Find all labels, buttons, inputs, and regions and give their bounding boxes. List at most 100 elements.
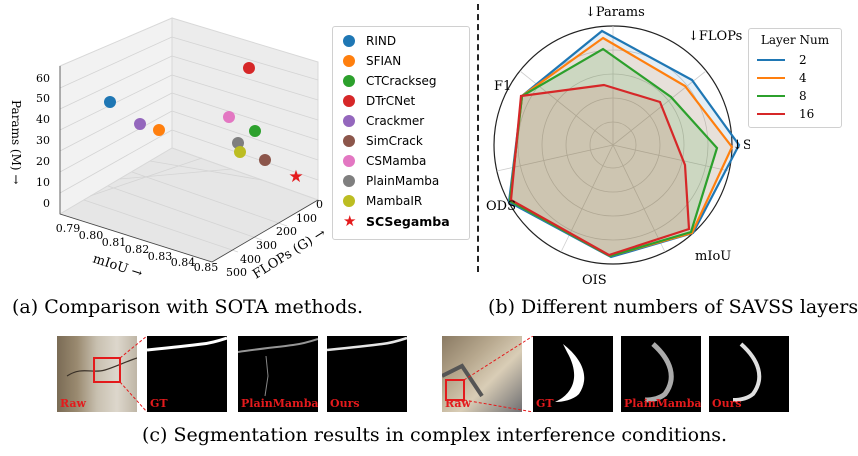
legend-label: PlainMamba	[366, 174, 440, 188]
z-tick: 30	[36, 134, 50, 147]
image-plainmamba-right: PlainMamba	[621, 336, 701, 412]
legend-item: Crackmer	[343, 111, 424, 131]
point-csmamba	[223, 111, 235, 123]
x-tick: 0.85	[194, 261, 219, 274]
thumb-label: Ours	[712, 397, 742, 410]
point-sfian	[153, 124, 165, 136]
thumb-label: GT	[536, 397, 554, 410]
y-tick: 300	[256, 239, 277, 252]
legend-line-icon	[757, 113, 785, 115]
x-tick: 0.80	[79, 229, 104, 242]
x-tick: 0.82	[125, 243, 150, 256]
thumb-label: GT	[150, 397, 168, 410]
caption-a: (a) Comparison with SOTA methods.	[12, 296, 364, 318]
y-tick: 200	[276, 225, 297, 238]
zoom-lines-right	[464, 336, 534, 412]
legend-marker-icon	[343, 195, 355, 207]
legend-marker-icon	[343, 75, 355, 87]
radar-series	[507, 29, 741, 259]
legend-item: PlainMamba	[343, 171, 439, 191]
thumb-label: Ours	[330, 397, 360, 410]
caption-b: (b) Different numbers of SAVSS layers.	[488, 296, 858, 318]
legend-marker-icon	[343, 175, 355, 187]
axis-label-f1: F1	[494, 79, 511, 94]
grid-lines	[59, 36, 319, 253]
thumb-label: PlainMamba	[624, 397, 701, 410]
legend-label: SCSegamba	[366, 213, 450, 229]
x-tick-labels: 0.79 0.80 0.81 0.82 0.83 0.84 0.85	[56, 222, 219, 274]
point-mambair	[234, 146, 246, 158]
legend-item: RIND	[343, 31, 396, 51]
legend-item: 4	[757, 69, 807, 87]
radar-chart: ↓Params ↓FLOPs ↓Size mIoU OIS ODS F1	[486, 5, 750, 288]
legend-label: 16	[799, 107, 815, 121]
scatter-points: ★	[104, 62, 304, 187]
legend-marker-icon	[343, 95, 355, 107]
legend-title: Layer Num	[760, 33, 830, 47]
x-tick: 0.83	[148, 250, 173, 263]
legend-marker-icon	[343, 115, 355, 127]
axis-label-size: ↓Size	[732, 138, 750, 153]
x-tick: 0.84	[171, 256, 196, 269]
legend-label: SFIAN	[366, 54, 402, 68]
legend-item: MambaIR	[343, 191, 422, 211]
scatter-legend: RIND SFIAN CTCrackseg DTrCNet Crackmer S…	[332, 26, 470, 240]
legend-item: DTrCNet	[343, 91, 415, 111]
legend-label: 2	[799, 53, 807, 67]
point-rind	[104, 96, 116, 108]
point-plainmamba	[232, 137, 244, 149]
z-tick: 0	[43, 197, 50, 210]
legend-marker-icon	[343, 155, 355, 167]
series-16	[509, 83, 691, 257]
legend-label: CTCrackseg	[366, 74, 437, 88]
axis-label-ois: OIS	[582, 273, 607, 288]
zoom-lines-left	[119, 336, 148, 412]
x-tick: 0.79	[56, 222, 81, 235]
z-axis-label: Params (M) →	[9, 100, 23, 184]
z-tick-labels: 0 10 20 30 40 50 60	[36, 72, 50, 210]
scatter-3d-chart: 0 10 20 30 40 50 60 Params (M) → 0.79 0.…	[9, 17, 329, 282]
legend-item: SFIAN	[343, 51, 401, 71]
legend-label: DTrCNet	[366, 94, 416, 108]
axis-label-ods: ODS	[486, 199, 516, 214]
z-tick: 60	[36, 72, 50, 85]
axis-label-params: ↓Params	[585, 5, 645, 20]
legend-item: 16	[757, 105, 814, 123]
legend-marker-icon	[343, 35, 355, 47]
legend-label: 4	[799, 71, 807, 85]
thumb-label: PlainMamba	[241, 397, 318, 410]
radar-legend: Layer Num 2 4 8 16	[748, 28, 842, 128]
legend-label: SimCrack	[366, 134, 423, 148]
image-raw-left: Raw	[57, 336, 137, 412]
image-plainmamba-left: PlainMamba	[238, 336, 318, 412]
x-axis-label: mIoU →	[91, 252, 144, 282]
legend-label: CSMamba	[366, 154, 427, 168]
y-tick: 400	[240, 253, 261, 266]
radar-axis-labels: ↓Params ↓FLOPs ↓Size mIoU OIS ODS F1	[486, 5, 750, 288]
legend-line-icon	[757, 77, 785, 79]
image-ours-left: Ours	[327, 336, 407, 412]
z-tick: 10	[36, 176, 50, 189]
thumb-label: Raw	[60, 397, 86, 410]
axis-label-miou: mIoU	[695, 249, 731, 264]
point-simcrack	[259, 154, 271, 166]
legend-item: CTCrackseg	[343, 71, 436, 91]
legend-label: RIND	[366, 34, 397, 48]
point-ctcrackseg	[249, 125, 261, 137]
legend-item: 8	[757, 87, 807, 105]
image-gt-left: GT	[147, 336, 227, 412]
legend-label: Crackmer	[366, 114, 425, 128]
axis-label-flops: ↓FLOPs	[688, 29, 742, 44]
y-tick: 500	[226, 266, 247, 279]
z-tick: 20	[36, 155, 50, 168]
point-crackmer	[134, 118, 146, 130]
y-tick-labels: 0 100 200 300 400 500	[226, 198, 323, 279]
legend-line-icon	[757, 95, 785, 97]
legend-item: SimCrack	[343, 131, 423, 151]
z-tick: 40	[36, 113, 50, 126]
point-scsegamba-star: ★	[288, 167, 303, 187]
legend-marker-icon	[343, 55, 355, 67]
x-tick: 0.81	[102, 236, 127, 249]
legend-label: 8	[799, 89, 807, 103]
legend-item: 2	[757, 51, 807, 69]
